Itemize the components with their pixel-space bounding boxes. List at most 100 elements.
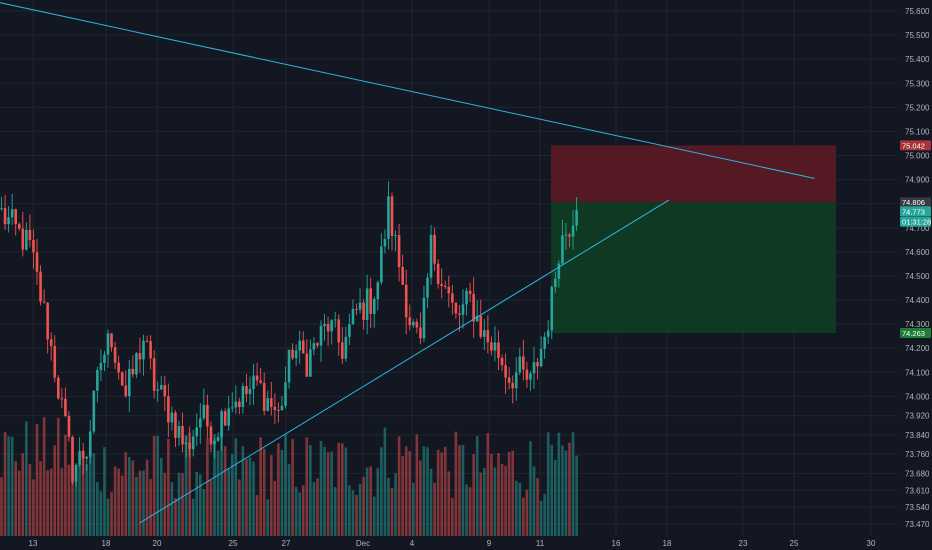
volume-bar [213,434,216,536]
volume-bar [42,417,46,536]
volume-bar [394,473,397,536]
volume-bar [35,423,39,536]
bar-countdown-tag-background [900,216,931,227]
candle-body [209,426,213,445]
candle-body [81,451,85,459]
candle-body [557,263,561,279]
volume-bar [305,437,309,536]
candle-body [507,377,511,383]
price-tick-label: 74.300 [905,320,930,329]
candle-body [454,302,458,314]
candle-body [426,277,429,298]
volume-bar [53,445,57,536]
volume-bar [341,443,344,536]
candle-body [369,288,372,314]
volume-bar [333,487,337,536]
price-tick-label: 74.900 [905,176,930,185]
candle-body [131,368,135,375]
last-price-tag-background [900,206,931,217]
candle-body [67,415,71,437]
candle-body [401,266,404,285]
volume-bar [270,455,273,536]
volume-bar [64,434,67,536]
volume-bar [550,444,554,536]
candle-body [301,340,305,354]
candle-body [135,353,138,375]
candle-body [74,464,78,482]
volume-bar [380,447,383,536]
volume-bar [92,453,96,536]
candle-body [461,304,465,315]
candle-body [490,342,493,351]
candle-body [273,406,277,411]
candle-body [191,436,195,450]
volume-bar [106,498,110,536]
ascending-trendline[interactable] [139,199,670,524]
candle-body [35,252,39,272]
candle-body [564,234,568,236]
volume-bar [234,438,238,536]
candle-body [262,382,266,411]
descending-trendline[interactable] [0,0,815,179]
price-axis-background [898,0,932,550]
candle-body [575,210,578,226]
volume-bar [21,453,25,536]
candle-body [255,375,259,381]
candle-body [514,372,518,389]
stop-loss-zone[interactable] [551,145,836,203]
candle-body [177,426,181,438]
candle-body [440,284,443,287]
price-tick-label: 73.470 [905,520,930,529]
price-tick-label: 73.540 [905,503,930,512]
candle-body [28,229,32,241]
volume-bar [301,485,305,536]
candle-body [447,287,451,294]
volume-bar [74,480,78,536]
candle-body [270,398,273,407]
price-tick-label: 74.100 [905,368,930,377]
candle-body [390,196,394,236]
candle-body [49,339,53,347]
candle-body [475,315,479,322]
volume-bar [156,435,159,536]
price-axis[interactable]: 75.600 75.500 75.400 75.300 75.200 75.100 75.0… [898,0,932,550]
volume-bar [337,442,341,536]
volume-bar [351,490,355,536]
volume-bar [522,497,525,536]
volume-bar [404,446,408,536]
bar-countdown-tag: 01:31:28 [902,218,931,227]
candle-body [415,321,419,328]
volume-bar [255,495,259,536]
volume-bar [412,482,415,536]
candle-body [53,346,57,378]
trendlines[interactable] [0,0,815,524]
candle-body [32,240,35,253]
volume-bar [500,463,504,536]
volume-bar [230,454,234,536]
volume-bar [0,477,3,536]
take-profit-zone[interactable] [551,202,836,334]
volume-bar [365,467,369,536]
position-tool[interactable] [551,145,836,334]
candle-body [341,342,344,359]
volume-bar [422,446,426,536]
candle-body [351,308,355,325]
volume-bar [451,497,454,536]
volume-bar [88,452,92,536]
volume-bar [14,461,17,536]
time-axis[interactable]: 13 18 20 25 27 Dec 4 9 11 16 18 23 25 30 [0,536,898,550]
candle-body [511,382,514,389]
volume-bar [138,470,142,536]
candle-body [113,347,117,363]
candle-body [571,225,575,237]
candle-body [365,288,369,320]
candle-body [298,340,301,351]
candle-body [323,323,326,326]
volume-bar [135,476,138,536]
volume-bar [181,473,184,536]
volume-bar [7,436,10,536]
volume-bar [486,433,490,536]
time-tick-label: 20 [153,539,162,548]
